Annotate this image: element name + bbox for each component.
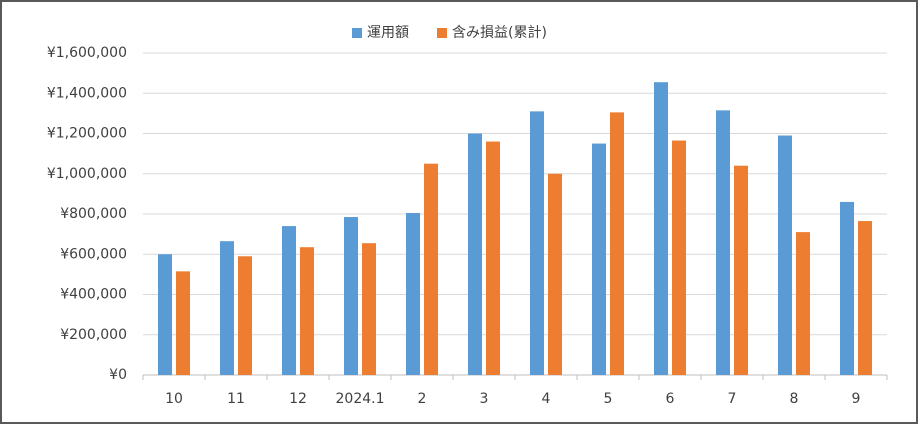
x-tick-label: 3 [480, 391, 489, 407]
y-tick-label: ¥0 [109, 367, 127, 383]
bar [530, 111, 544, 376]
bar [610, 112, 624, 376]
bar [654, 82, 668, 376]
legend-label: 含み損益(累計) [452, 25, 547, 41]
y-tick-label: ¥1,200,000 [47, 126, 127, 142]
x-tick-label: 5 [604, 391, 613, 407]
bar [468, 133, 482, 375]
bar [840, 201, 854, 375]
bar [858, 221, 872, 375]
bar [672, 140, 686, 375]
bar [424, 163, 438, 375]
y-tick-label: ¥800,000 [60, 206, 127, 222]
y-tick-label: ¥200,000 [60, 327, 127, 343]
bar [362, 243, 376, 375]
bar [176, 271, 190, 375]
bar [796, 232, 810, 375]
y-tick-label: ¥1,400,000 [47, 85, 127, 101]
bar [716, 110, 730, 375]
legend-label: 運用額 [367, 25, 409, 41]
bar [734, 165, 748, 375]
x-tick-label: 11 [227, 391, 245, 407]
bar [486, 141, 500, 375]
bar [406, 212, 420, 375]
x-tick-label: 2 [418, 391, 427, 407]
y-tick-label: ¥1,600,000 [47, 45, 127, 61]
x-tick-label: 2024.1 [336, 391, 385, 407]
x-tick-label: 4 [542, 391, 551, 407]
bar [282, 226, 296, 375]
bar [300, 247, 314, 375]
legend-swatch [437, 28, 447, 38]
y-tick-label: ¥1,000,000 [47, 166, 127, 182]
bar [344, 217, 358, 375]
x-tick-label: 7 [728, 391, 737, 407]
x-tick-label: 10 [165, 391, 183, 407]
bar [220, 241, 234, 375]
bar [238, 256, 252, 375]
bar [158, 254, 172, 375]
y-tick-label: ¥600,000 [60, 246, 127, 262]
x-tick-label: 6 [666, 391, 675, 407]
x-tick-label: 9 [852, 391, 861, 407]
y-tick-label: ¥400,000 [60, 287, 127, 303]
bar [592, 143, 606, 375]
x-tick-label: 8 [790, 391, 799, 407]
bar [778, 135, 792, 375]
x-tick-label: 12 [289, 391, 307, 407]
legend-swatch [352, 28, 362, 38]
bar [548, 173, 562, 375]
